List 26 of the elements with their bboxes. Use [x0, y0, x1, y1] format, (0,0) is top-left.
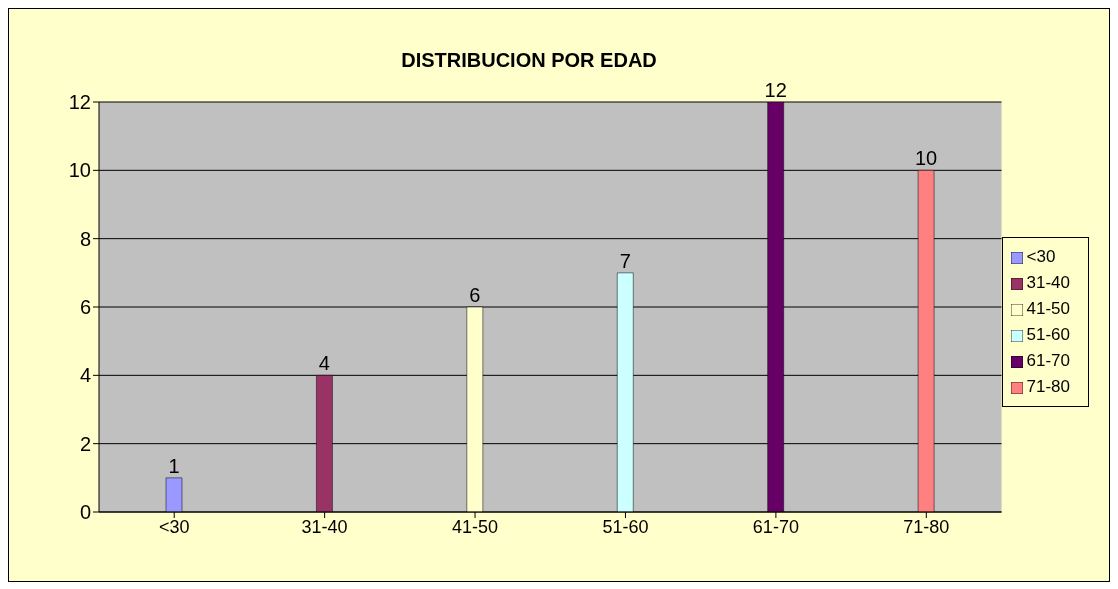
x-tick-label: 41-50 — [452, 516, 499, 537]
y-tick-label: 12 — [68, 91, 91, 114]
x-tick-label: <30 — [158, 516, 190, 537]
data-label: 12 — [764, 79, 787, 101]
legend-label: 51-60 — [1026, 325, 1070, 344]
legend-label: 61-70 — [1026, 351, 1070, 370]
legend-label: 31-40 — [1026, 273, 1070, 292]
legend-label: <30 — [1026, 247, 1056, 266]
x-tick-label: 71-80 — [903, 516, 950, 537]
y-tick-label: 6 — [79, 296, 91, 319]
legend-label: 41-50 — [1026, 299, 1070, 318]
chart-title: DISTRIBUCION POR EDAD — [400, 48, 658, 72]
y-tick-label: 0 — [79, 501, 91, 524]
data-label: 1 — [168, 454, 180, 477]
y-tick-label: 4 — [79, 364, 91, 387]
x-tick-label: 31-40 — [301, 516, 348, 537]
data-label: 7 — [619, 249, 631, 272]
data-label: 4 — [318, 352, 330, 375]
y-tick-label: 2 — [79, 432, 91, 455]
y-tick-label: 8 — [79, 227, 91, 250]
data-label: 10 — [914, 147, 938, 170]
x-tick-label: 51-60 — [602, 516, 649, 537]
x-tick-label: 61-70 — [752, 516, 799, 537]
y-tick-label: 10 — [68, 159, 91, 182]
data-label: 6 — [469, 284, 481, 306]
legend-label: 71-80 — [1026, 377, 1070, 396]
